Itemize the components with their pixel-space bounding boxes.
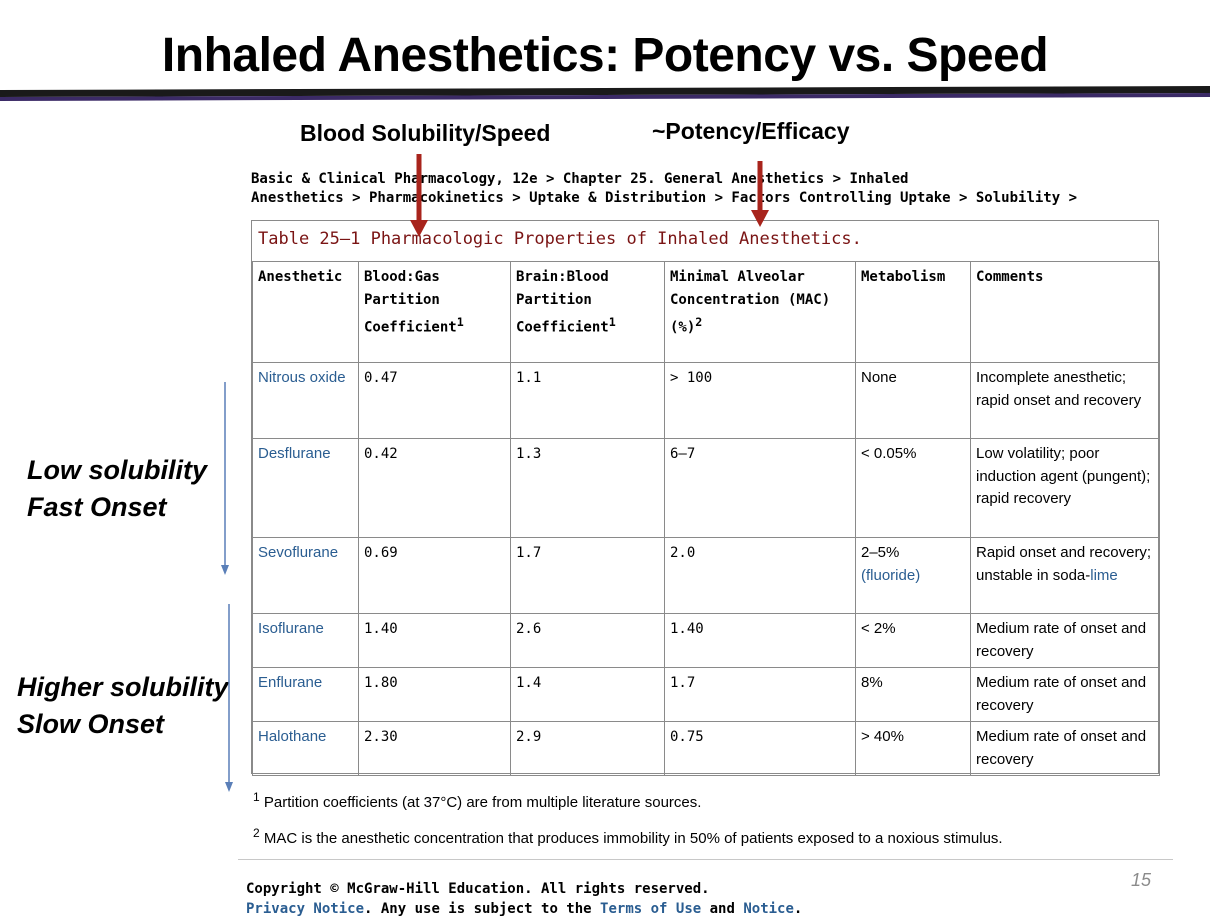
fluoride-link[interactable]: (fluoride) bbox=[861, 566, 921, 584]
drug-link[interactable]: Desflurane bbox=[258, 445, 331, 462]
source-breadcrumb: Basic & Clinical Pharmacology, 12e > Cha… bbox=[251, 170, 1077, 208]
copyright-block: Copyright © McGraw-Hill Education. All r… bbox=[246, 879, 802, 919]
cell-brain-blood: 2.6 bbox=[510, 613, 665, 668]
potency-label: ~Potency/Efficacy bbox=[652, 118, 850, 144]
drug-link[interactable]: Sevoflurane bbox=[258, 544, 339, 561]
cell-anesthetic: Isoflurane bbox=[252, 613, 359, 668]
legal-end-text: . bbox=[793, 901, 803, 917]
header-blood-gas: Blood:Gas Partition Coefficient1 bbox=[358, 261, 511, 363]
slide-title: Inhaled Anesthetics: Potency vs. Speed bbox=[161, 29, 1049, 82]
cell-comments: Medium rate of onset and recovery bbox=[970, 721, 1160, 776]
cell-blood-gas: 2.30 bbox=[358, 721, 511, 776]
lime-link[interactable]: lime bbox=[1090, 566, 1118, 584]
low-solubility-note: Low solubility Fast Onset bbox=[27, 452, 207, 526]
header-metabolism: Metabolism bbox=[855, 261, 971, 363]
table-caption: Table 25–1 Pharmacologic Properties of I… bbox=[258, 229, 862, 249]
legal-middle-text: . Any use is subject to the bbox=[364, 901, 601, 917]
slow-onset-line: Slow Onset bbox=[17, 709, 165, 739]
cell-anesthetic: Sevoflurane bbox=[252, 537, 359, 614]
table-row: Sevoflurane 0.69 1.7 2.0 2–5% (fluoride) … bbox=[252, 537, 1160, 614]
cell-blood-gas: 0.69 bbox=[358, 537, 511, 614]
fast-onset-line: Fast Onset bbox=[27, 492, 167, 522]
high-solubility-note: Higher solubility Slow Onset bbox=[17, 669, 229, 743]
cell-comments: Incomplete anesthetic; rapid onset and r… bbox=[970, 362, 1160, 439]
breadcrumb-line-1: Basic & Clinical Pharmacology, 12e > Cha… bbox=[251, 171, 909, 187]
low-solubility-line: Low solubility bbox=[27, 455, 207, 485]
cell-brain-blood: 2.9 bbox=[510, 721, 665, 776]
cell-brain-blood: 1.4 bbox=[510, 667, 665, 722]
footer-divider bbox=[238, 859, 1173, 860]
drug-link[interactable]: Halothane bbox=[258, 728, 327, 745]
cell-anesthetic: Desflurane bbox=[252, 438, 359, 538]
cell-brain-blood: 1.3 bbox=[510, 438, 665, 538]
cell-metabolism: < 2% bbox=[855, 613, 971, 668]
cell-mac: 1.7 bbox=[664, 667, 856, 722]
footnote-1-marker: 1 bbox=[253, 790, 260, 804]
legal-line: Privacy Notice. Any use is subject to th… bbox=[246, 899, 802, 919]
blood-solubility-arrow bbox=[410, 154, 428, 237]
table-header-row: Anesthetic Blood:Gas Partition Coefficie… bbox=[252, 261, 1160, 363]
cell-blood-gas: 1.80 bbox=[358, 667, 511, 722]
header-comments: Comments bbox=[970, 261, 1160, 363]
high-solubility-line: Higher solubility bbox=[17, 672, 229, 702]
drug-link[interactable]: Isoflurane bbox=[258, 620, 324, 637]
cell-blood-gas: 0.42 bbox=[358, 438, 511, 538]
terms-of-use-link[interactable]: Terms of Use bbox=[600, 901, 702, 917]
footnote-2: 2 MAC is the anesthetic concentration th… bbox=[253, 826, 1003, 847]
cell-mac: 0.75 bbox=[664, 721, 856, 776]
header-brain-blood: Brain:Blood Partition Coefficient1 bbox=[510, 261, 665, 363]
cell-mac: > 100 bbox=[664, 362, 856, 439]
footnote-1-text: Partition coefficients (at 37°C) are fro… bbox=[263, 794, 702, 811]
notice-link[interactable]: Notice bbox=[743, 901, 794, 917]
page-number: 15 bbox=[1131, 870, 1152, 890]
table-row: Nitrous oxide 0.47 1.1 > 100 None Incomp… bbox=[252, 362, 1160, 439]
breadcrumb-line-2: Anesthetics > Pharmacokinetics > Uptake … bbox=[251, 190, 1078, 206]
footnote-1: 1 Partition coefficients (at 37°C) are f… bbox=[253, 790, 701, 811]
privacy-notice-link[interactable]: Privacy Notice bbox=[246, 901, 365, 917]
properties-table: Anesthetic Blood:Gas Partition Coefficie… bbox=[252, 261, 1160, 776]
title-underline bbox=[0, 86, 1210, 101]
header-mac: Minimal Alveolar Concentration (MAC) (%)… bbox=[664, 261, 856, 363]
cell-comments: Rapid onset and recovery; unstable in so… bbox=[970, 537, 1160, 614]
drug-link[interactable]: Enflurane bbox=[258, 674, 323, 691]
cell-comments: Medium rate of onset and recovery bbox=[970, 613, 1160, 668]
potency-arrow bbox=[751, 161, 769, 227]
copyright-text: Copyright © McGraw-Hill Education. All r… bbox=[246, 881, 710, 897]
comments-text: Rapid onset and recovery; unstable in so… bbox=[976, 544, 1152, 584]
cell-metabolism: < 0.05% bbox=[855, 438, 971, 538]
low-solubility-arrow bbox=[221, 382, 229, 575]
legal-and-text: and bbox=[701, 901, 744, 917]
cell-comments: Low volatility; poor induction agent (pu… bbox=[970, 438, 1160, 538]
cell-anesthetic: Halothane bbox=[252, 721, 359, 776]
cell-mac: 1.40 bbox=[664, 613, 856, 668]
table-row: Halothane 2.30 2.9 0.75 > 40% Medium rat… bbox=[252, 721, 1160, 776]
table-row: Isoflurane 1.40 2.6 1.40 < 2% Medium rat… bbox=[252, 613, 1160, 668]
cell-brain-blood: 1.7 bbox=[510, 537, 665, 614]
cell-anesthetic: Enflurane bbox=[252, 667, 359, 722]
cell-blood-gas: 0.47 bbox=[358, 362, 511, 439]
metabolism-value: 2–5% bbox=[861, 544, 900, 561]
table-row: Desflurane 0.42 1.3 6–7 < 0.05% Low vola… bbox=[252, 438, 1160, 538]
footnote-2-text: MAC is the anesthetic concentration that… bbox=[263, 830, 1003, 847]
cell-metabolism: > 40% bbox=[855, 721, 971, 776]
footnote-2-marker: 2 bbox=[253, 826, 260, 840]
drug-link[interactable]: Nitrous oxide bbox=[258, 369, 346, 386]
blood-solubility-label: Blood Solubility/Speed bbox=[300, 120, 551, 146]
cell-brain-blood: 1.1 bbox=[510, 362, 665, 439]
header-anesthetic: Anesthetic bbox=[252, 261, 359, 363]
high-solubility-arrow bbox=[225, 604, 233, 792]
